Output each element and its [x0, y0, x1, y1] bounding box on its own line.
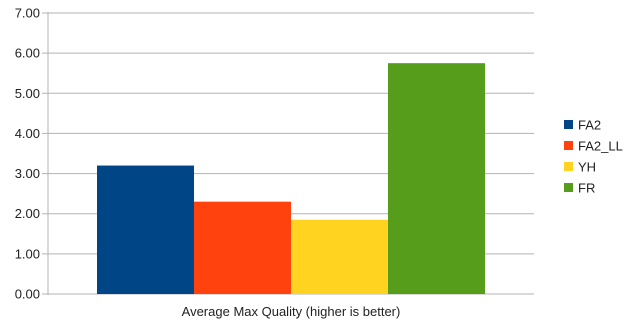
x-category-label: Average Max Quality (higher is better) — [182, 304, 401, 319]
legend-label: FA2_LL — [578, 139, 623, 154]
bar-fa2-ll — [194, 201, 291, 294]
bars — [97, 63, 485, 294]
legend-label: YH — [578, 160, 596, 175]
bar-fr — [388, 63, 485, 294]
y-tick-label: 7.00 — [15, 6, 40, 21]
y-tick-label: 3.00 — [15, 166, 40, 181]
bar-fa2 — [97, 165, 194, 294]
legend-swatch — [564, 162, 573, 171]
y-tick-label: 6.00 — [15, 46, 40, 61]
y-tick-label: 1.00 — [15, 246, 40, 261]
legend: FA2 FA2_LL YH FR — [564, 118, 623, 196]
bar-yh — [291, 219, 388, 294]
legend-swatch — [564, 183, 573, 192]
y-tick-label: 0.00 — [15, 287, 40, 302]
legend-swatch — [564, 141, 573, 150]
legend-label: FR — [578, 181, 595, 196]
x-category-labels: Average Max Quality (higher is better) — [182, 304, 401, 319]
legend-swatch — [564, 120, 573, 129]
y-tick-label: 5.00 — [15, 86, 40, 101]
y-tick-label: 4.00 — [15, 126, 40, 141]
legend-label: FA2 — [578, 118, 601, 133]
y-tick-label: 2.00 — [15, 206, 40, 221]
y-tick-labels: 0.00 1.00 2.00 3.00 4.00 5.00 6.00 7.00 — [15, 6, 40, 302]
